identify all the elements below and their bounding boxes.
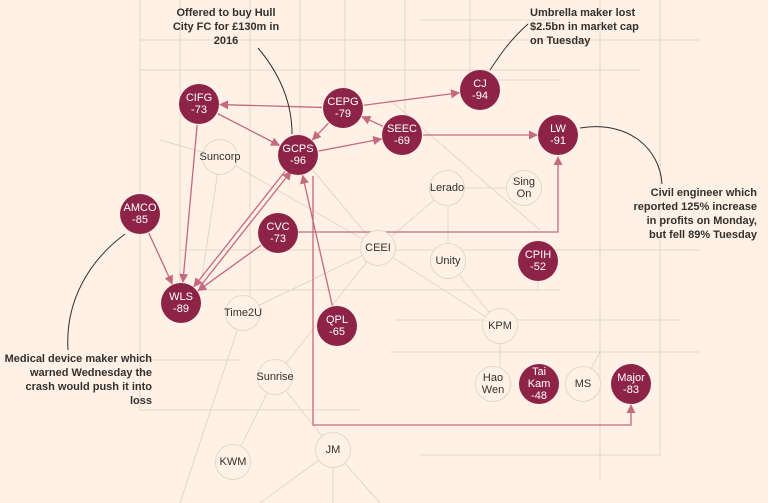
callout <box>67 233 126 351</box>
node: Unity <box>430 243 466 279</box>
link-arrow <box>318 136 383 152</box>
node-label: CEPG <box>327 96 359 108</box>
node: CEEI <box>360 230 396 266</box>
link-arrow <box>312 176 636 426</box>
callouts <box>67 23 663 351</box>
node: CPIH -52 <box>518 241 558 281</box>
node: AMCO -85 <box>120 194 160 234</box>
node-label: CPIH <box>524 249 552 261</box>
node: WLS -89 <box>161 283 201 323</box>
node-label: GCPS <box>282 143 314 155</box>
annotation: Civil engineer which reported 125% incre… <box>633 187 757 241</box>
background-links <box>139 0 700 503</box>
node: KPM <box>482 308 518 344</box>
node-value: -73 <box>270 233 286 245</box>
node: Lerado <box>429 170 465 206</box>
node-value: -94 <box>472 90 488 102</box>
node: Sing On <box>506 170 542 206</box>
node: CIFG -73 <box>179 84 219 124</box>
node-value: -89 <box>173 303 189 315</box>
node-label: KPM <box>488 320 512 332</box>
node-label: Major <box>617 372 645 384</box>
node: SEEC -69 <box>382 115 422 155</box>
node-value: -48 <box>531 390 547 402</box>
node-value: -83 <box>623 384 639 396</box>
annotation: Medical device maker which warned Wednes… <box>4 353 152 407</box>
node: Major -83 <box>611 364 651 404</box>
node: Tai Kam -48 <box>519 364 559 404</box>
node-value: -85 <box>132 214 148 226</box>
node-label: Hao Wen <box>481 372 505 396</box>
node-label: LW <box>550 123 566 135</box>
node: GCPS -96 <box>278 135 318 175</box>
node-value: -65 <box>329 326 345 338</box>
node: CVC -73 <box>258 213 298 253</box>
node: CJ -94 <box>460 70 500 110</box>
node: Sunrise <box>256 359 294 395</box>
node-label: JM <box>325 444 341 456</box>
node-label: Unity <box>435 255 461 267</box>
node: Suncorp <box>199 139 241 175</box>
link-arrow <box>179 124 198 283</box>
link-arrow <box>219 100 323 110</box>
link-arrow <box>197 244 262 292</box>
node-label: QPL <box>325 314 348 326</box>
node-label: Tai Kam <box>527 366 551 390</box>
node-label: Lerado <box>429 182 465 194</box>
node: QPL -65 <box>317 306 357 346</box>
annotation: Offered to buy Hull City FC for £130m in… <box>172 7 280 47</box>
link-arrow <box>217 113 281 146</box>
link-arrow <box>199 170 292 287</box>
link-arrow <box>148 232 173 285</box>
node: LW -91 <box>538 115 578 155</box>
node-label: CEEI <box>365 242 391 254</box>
link-arrow <box>311 122 329 141</box>
callout <box>257 47 293 135</box>
link-arrow <box>300 174 333 306</box>
callout <box>579 126 663 185</box>
link-arrow <box>193 171 286 288</box>
node-label: AMCO <box>123 202 157 214</box>
node-value: -69 <box>394 135 410 147</box>
node: Time2U <box>223 295 263 331</box>
node: JM <box>315 432 351 468</box>
node: Hao Wen <box>475 366 511 402</box>
node-label: CIFG <box>185 92 213 104</box>
node: CEPG -79 <box>323 88 363 128</box>
node: MS <box>565 366 601 402</box>
node-value: -73 <box>191 104 207 116</box>
node: KWM <box>215 444 251 480</box>
node-label: CJ <box>473 78 487 90</box>
node-value: -52 <box>530 261 546 273</box>
link-arrow <box>363 89 461 106</box>
annotation: Umbrella maker lost $2.5bn in market cap… <box>530 7 639 47</box>
node-label: Time2U <box>223 307 263 319</box>
node-label: MS <box>574 378 592 390</box>
node-value: -91 <box>550 135 566 147</box>
node-label: CVC <box>266 221 290 233</box>
node-label: Sunrise <box>256 371 294 383</box>
callout <box>489 23 529 71</box>
node-label: Sing On <box>512 176 536 200</box>
node-label: WLS <box>169 291 193 303</box>
link-arrow <box>361 116 384 127</box>
node-value: -79 <box>335 108 351 120</box>
node-label: Suncorp <box>199 151 241 163</box>
node-label: SEEC <box>387 123 417 135</box>
node-label: KWM <box>219 456 247 468</box>
links <box>148 89 636 426</box>
node-value: -96 <box>290 155 306 167</box>
